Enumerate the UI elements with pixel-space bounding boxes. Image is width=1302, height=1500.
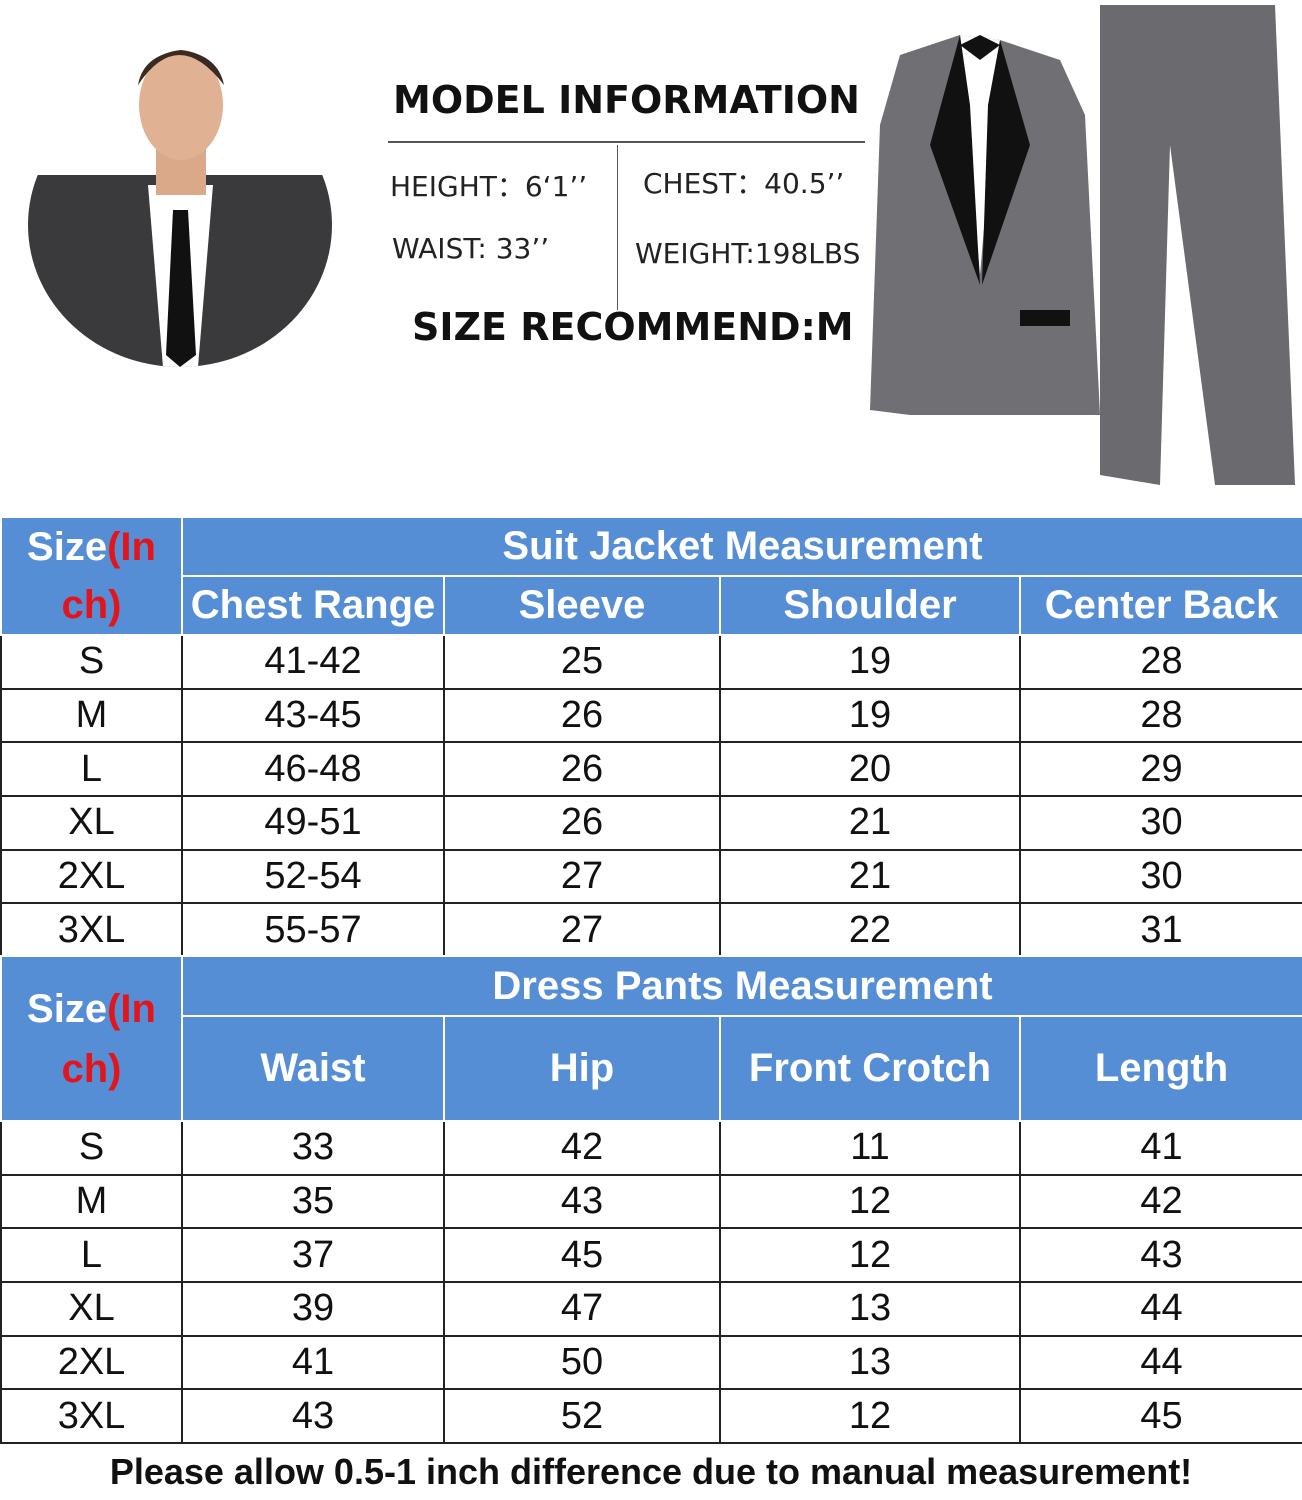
table-row: M 35 43 12 42: [0, 1173, 1302, 1230]
size-cell: 3XL: [0, 902, 183, 959]
cell: 28: [1018, 634, 1302, 690]
cell: 31: [1018, 902, 1302, 959]
cell: 42: [1018, 1173, 1302, 1230]
cell: 26: [443, 795, 721, 851]
footer-note: Please allow 0.5-1 inch difference due t…: [109, 1451, 1193, 1492]
cell: 21: [719, 795, 1021, 851]
table-row: XL 49-51 26 21 30: [0, 795, 1302, 851]
model-waist: WAIST: 33’’: [392, 232, 550, 265]
cell: 21: [719, 848, 1021, 905]
size-cell: XL: [0, 795, 183, 851]
cell: 22: [719, 902, 1021, 959]
cell: 26: [443, 687, 721, 744]
cell: 13: [719, 1281, 1021, 1337]
col-header: Waist: [181, 1015, 445, 1122]
cell: 43: [443, 1173, 721, 1230]
size-cell: L: [0, 741, 183, 798]
cell: 12: [719, 1173, 1021, 1230]
cell: 41: [181, 1334, 445, 1391]
model-photo: [28, 50, 332, 367]
cell: 39: [181, 1281, 445, 1337]
cell: 50: [443, 1334, 721, 1391]
table-row: S 41-42 25 19 28: [0, 634, 1302, 690]
model-height: HEIGHT：6‘1’’: [390, 170, 588, 203]
table-row: 3XL 55-57 27 22 31: [0, 902, 1302, 959]
cell: 27: [443, 848, 721, 905]
cell: 44: [1018, 1334, 1302, 1391]
cell: 26: [443, 741, 721, 798]
size-cell: M: [0, 687, 183, 744]
cell: 46-48: [181, 741, 445, 798]
cell: 42: [443, 1120, 721, 1176]
size-cell: S: [0, 634, 183, 690]
cell: 19: [719, 634, 1021, 690]
table-row: 2XL 41 50 13 44: [0, 1334, 1302, 1391]
table-row: M 43-45 26 19 28: [0, 687, 1302, 744]
model-weight: WEIGHT:198LBS: [635, 237, 861, 270]
cell: 49-51: [181, 795, 445, 851]
table-row: 3XL 43 52 12 45: [0, 1388, 1302, 1445]
divider-vertical: [617, 145, 618, 310]
pants-title: Dress Pants Measurement: [180, 955, 1302, 1017]
col-header: Hip: [443, 1015, 721, 1122]
cell: 37: [181, 1227, 445, 1284]
model-chest: CHEST：40.5’’: [643, 167, 845, 200]
size-cell: 2XL: [0, 848, 183, 905]
cell: 28: [1018, 687, 1302, 744]
col-header: Sleeve: [443, 575, 721, 636]
pants-size-table: Size(In ch) Dress Pants Measurement Waist…: [0, 955, 1302, 1445]
size-cell: M: [0, 1173, 183, 1230]
table-row: 2XL 52-54 27 21 30: [0, 848, 1302, 905]
jacket-title: Suit Jacket Measurement: [180, 516, 1302, 577]
cell: 52-54: [181, 848, 445, 905]
cell: 43: [1018, 1227, 1302, 1284]
cell: 43-45: [181, 687, 445, 744]
cell: 43: [181, 1388, 445, 1445]
cell: 41-42: [181, 634, 445, 690]
cell: 27: [443, 902, 721, 959]
size-header: Size(In ch): [0, 516, 183, 636]
suit-photo: [870, 5, 1295, 485]
cell: 55-57: [181, 902, 445, 959]
cell: 30: [1018, 795, 1302, 851]
table-row: S 33 42 11 41: [0, 1120, 1302, 1176]
cell: 45: [443, 1227, 721, 1284]
cell: 30: [1018, 848, 1302, 905]
cell: 20: [719, 741, 1021, 798]
cell: 12: [719, 1227, 1021, 1284]
size-cell: 3XL: [0, 1388, 183, 1445]
col-header: Front Crotch: [719, 1015, 1021, 1122]
cell: 19: [719, 687, 1021, 744]
cell: 41: [1018, 1120, 1302, 1176]
table-row: XL 39 47 13 44: [0, 1281, 1302, 1337]
cell: 12: [719, 1388, 1021, 1445]
cell: 45: [1018, 1388, 1302, 1445]
size-cell: 2XL: [0, 1334, 183, 1391]
size-cell: L: [0, 1227, 183, 1284]
cell: 25: [443, 634, 721, 690]
size-cell: S: [0, 1120, 183, 1176]
divider: [388, 141, 865, 143]
col-header: Shoulder: [719, 575, 1021, 636]
col-header: Center Back: [1018, 575, 1302, 636]
cell: 35: [181, 1173, 445, 1230]
cell: 11: [719, 1120, 1021, 1176]
cell: 47: [443, 1281, 721, 1337]
cell: 44: [1018, 1281, 1302, 1337]
table-row: L 37 45 12 43: [0, 1227, 1302, 1284]
jacket-size-table: Size(In ch) Suit Jacket Measurement Chest…: [0, 516, 1302, 959]
col-header: Chest Range: [181, 575, 445, 636]
size-header: Size(In ch): [0, 955, 183, 1122]
col-header: Length: [1018, 1015, 1302, 1122]
cell: 29: [1018, 741, 1302, 798]
cell: 52: [443, 1388, 721, 1445]
size-cell: XL: [0, 1281, 183, 1337]
table-row: L 46-48 26 20 29: [0, 741, 1302, 798]
cell: 33: [181, 1120, 445, 1176]
size-recommend: SIZE RECOMMEND:M: [412, 305, 854, 349]
model-info-title: MODEL INFORMATION: [393, 78, 860, 122]
cell: 13: [719, 1334, 1021, 1391]
